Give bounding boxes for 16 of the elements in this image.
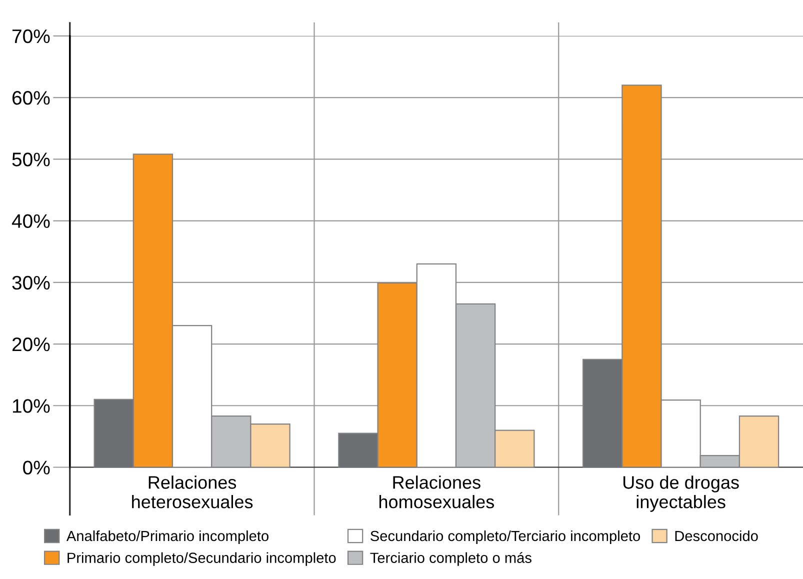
legend-label: Desconocido	[675, 530, 758, 542]
legend-label: Primario completo/Secundario incompleto	[68, 552, 336, 566]
y-tick-label: 50%	[12, 152, 50, 166]
y-tick-label: 20%	[12, 337, 50, 352]
legend-label: Analfabeto/Primario incompleto	[66, 530, 268, 544]
legend-label: Terciario completo o más	[370, 552, 532, 566]
y-tick-label: 40%	[12, 214, 50, 228]
y-tick-label: 30%	[12, 276, 50, 290]
x-tick-label: Uso de drogas inyectables	[623, 476, 739, 512]
legend-label: Secundario completo/Terciario incompleto	[370, 530, 640, 544]
y-tick-label: 0%	[23, 460, 50, 474]
x-tick-label: Relaciones heterosexuales	[132, 476, 253, 508]
x-tick-label: Relaciones homosexuales	[379, 476, 494, 508]
y-tick-label: 70%	[12, 29, 50, 44]
y-tick-label: 60%	[12, 90, 50, 105]
y-tick-label: 10%	[12, 399, 50, 413]
